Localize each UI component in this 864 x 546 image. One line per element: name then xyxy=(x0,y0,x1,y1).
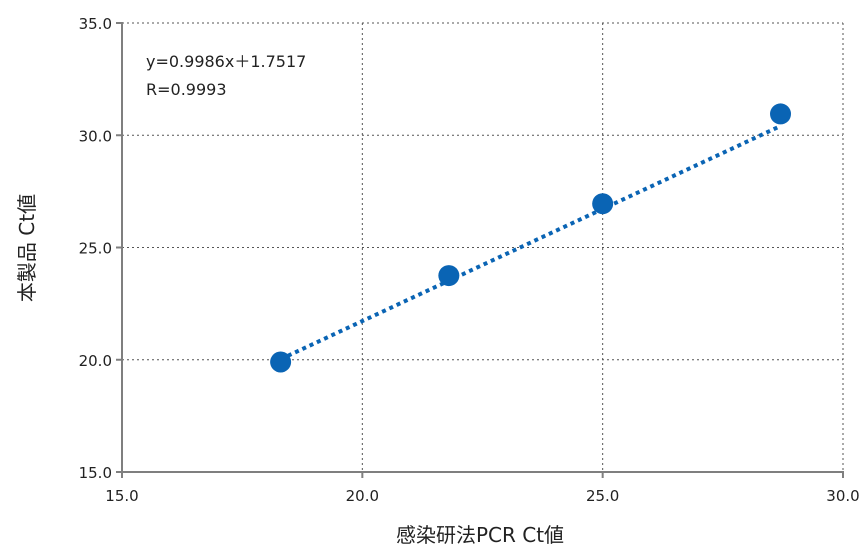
grid-lines xyxy=(122,23,843,472)
y-tick-label: 35.0 xyxy=(79,15,112,33)
x-tick-label: 20.0 xyxy=(346,487,379,505)
data-point xyxy=(270,351,291,372)
x-axis-title: 感染研法PCR Ct値 xyxy=(396,523,564,546)
data-points xyxy=(270,103,791,372)
data-point xyxy=(438,265,459,286)
data-point xyxy=(770,103,791,124)
x-tick-label: 25.0 xyxy=(586,487,619,505)
regression-equation: y=0.9986x＋1.7517 xyxy=(146,52,306,71)
trendline xyxy=(281,126,781,359)
y-axis-title: 本製品 Ct値 xyxy=(15,194,39,302)
y-tick-label: 30.0 xyxy=(79,127,112,145)
correlation-coefficient: R=0.9993 xyxy=(146,80,227,99)
y-tick-label: 25.0 xyxy=(79,240,112,258)
x-tick-label: 30.0 xyxy=(826,487,859,505)
y-tick-label: 15.0 xyxy=(79,464,112,482)
x-tick-label: 15.0 xyxy=(105,487,138,505)
data-point xyxy=(592,193,613,214)
y-tick-label: 20.0 xyxy=(79,352,112,370)
